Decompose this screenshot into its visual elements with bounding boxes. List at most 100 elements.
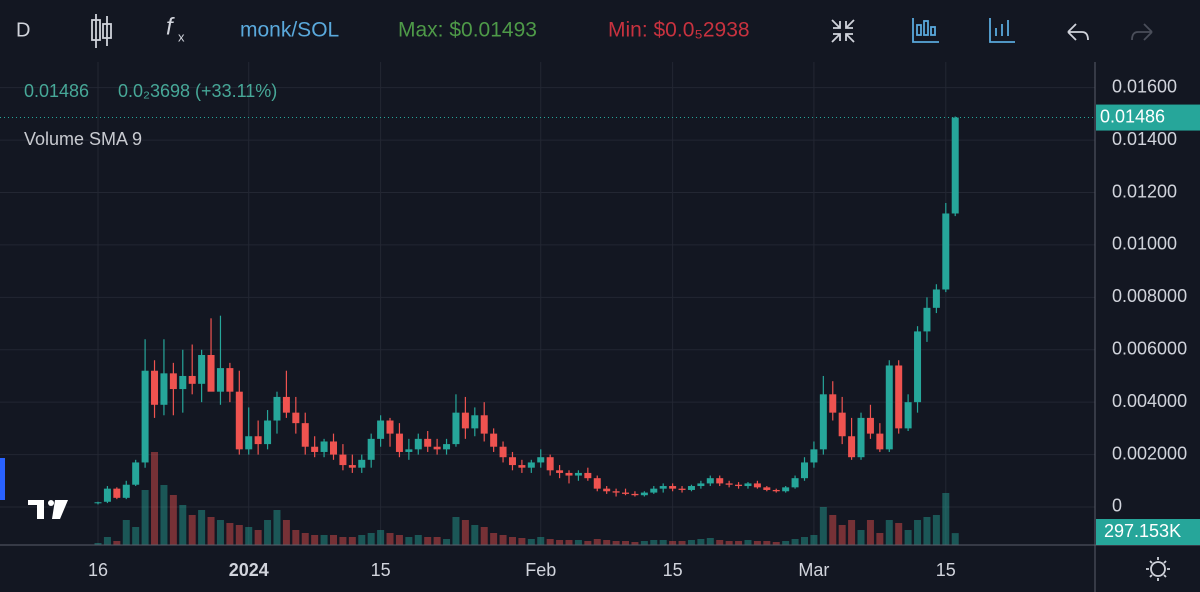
candle-body xyxy=(367,438,375,460)
volume-bar xyxy=(452,517,460,545)
x-tick-label: 15 xyxy=(936,560,956,580)
undo-icon[interactable] xyxy=(1067,23,1089,41)
volume-bar xyxy=(433,537,441,545)
x-tick-label: 15 xyxy=(371,560,391,580)
candle-body xyxy=(782,487,790,492)
candle-body xyxy=(829,394,837,413)
y-tick-label: 0.01400 xyxy=(1112,129,1177,149)
candle-body xyxy=(179,375,187,390)
candle-body xyxy=(735,484,743,487)
candle-body xyxy=(791,478,799,488)
legend-close: 0.01486 xyxy=(24,81,89,101)
volume-bar xyxy=(622,541,630,545)
candle-body xyxy=(914,331,922,403)
volume-bar xyxy=(565,540,573,545)
settings-icon[interactable] xyxy=(1146,557,1170,581)
candle-body xyxy=(904,402,912,429)
volume-bar xyxy=(546,539,554,545)
volume-bar xyxy=(951,533,959,545)
candle-body xyxy=(951,117,959,214)
volume-bar xyxy=(348,537,356,545)
volume-bar xyxy=(330,535,337,545)
volume-bar xyxy=(377,530,385,545)
volume-bar xyxy=(772,542,780,545)
candle-body xyxy=(141,370,149,463)
volume-bar xyxy=(518,538,526,545)
volume-bar xyxy=(819,507,827,545)
volume-bar xyxy=(264,520,272,545)
candle-body xyxy=(169,373,177,390)
fundamentals-icon[interactable] xyxy=(989,18,1015,43)
candle-body xyxy=(348,465,356,468)
candle-body xyxy=(546,457,554,471)
candle-body xyxy=(395,433,403,452)
volume-bar xyxy=(829,515,837,545)
candle-body xyxy=(113,488,121,498)
volume-bar xyxy=(612,541,620,545)
volume-bar xyxy=(603,540,611,545)
volume-bar xyxy=(574,540,582,545)
volume-bar xyxy=(132,527,140,545)
candle-body xyxy=(669,486,677,489)
candle-body xyxy=(885,365,893,450)
marks xyxy=(0,116,1095,545)
volume-bar xyxy=(716,540,724,545)
redo-icon[interactable] xyxy=(1131,23,1153,41)
indicator-icon[interactable] xyxy=(912,18,939,43)
volume-bar xyxy=(508,537,516,545)
candle-body xyxy=(330,441,337,455)
candle-icon[interactable] xyxy=(91,14,112,48)
volume-bar xyxy=(763,541,771,545)
volume-bar xyxy=(358,535,366,545)
volume-bar xyxy=(94,543,102,545)
volume-bar xyxy=(301,533,309,545)
svg-text:x: x xyxy=(178,29,185,44)
volume-bar xyxy=(527,539,535,545)
volume-bar xyxy=(103,537,111,545)
candle-body xyxy=(452,412,460,445)
candle-body xyxy=(584,472,592,479)
max-price: Max: $0.01493 xyxy=(398,19,537,42)
volume-bar xyxy=(932,515,940,545)
candle-body xyxy=(612,491,620,493)
candle-body xyxy=(386,420,394,434)
y-tick-label: 0.01200 xyxy=(1112,181,1177,201)
volume-bar xyxy=(480,527,488,545)
candle-body xyxy=(565,472,573,476)
volume-bar xyxy=(499,535,507,545)
volume-bar xyxy=(942,493,950,545)
candle-body xyxy=(282,396,290,413)
candle-body xyxy=(226,368,234,392)
volume-bar xyxy=(923,517,931,545)
volume-bar xyxy=(659,540,667,545)
volume-bar xyxy=(254,530,262,545)
volume-tag xyxy=(1096,519,1200,545)
volume-bar xyxy=(838,525,846,545)
candle-body xyxy=(593,478,601,489)
volume-bar xyxy=(386,533,394,545)
candle-body xyxy=(414,438,422,450)
volume-bar xyxy=(640,541,648,545)
volume-bar xyxy=(169,495,177,545)
candle-body xyxy=(706,478,714,484)
candle-body xyxy=(801,462,808,479)
volume-bar xyxy=(725,541,733,545)
y-tick-label: 0 xyxy=(1112,496,1122,516)
volume-bar xyxy=(292,530,300,545)
candle-body xyxy=(377,420,385,439)
interval[interactable]: D xyxy=(16,19,30,41)
volume-bar xyxy=(735,541,743,545)
candle-body xyxy=(235,391,243,450)
candle-body xyxy=(753,483,761,488)
volume-bar xyxy=(669,541,677,545)
volume-bar xyxy=(245,527,253,545)
candle-body xyxy=(716,478,724,484)
candle-body xyxy=(264,420,272,445)
compress-icon[interactable] xyxy=(831,19,855,43)
fx-icon[interactable]: f x xyxy=(166,13,185,44)
candle-body xyxy=(650,488,658,493)
candle-body xyxy=(254,436,262,445)
candle-body xyxy=(537,457,545,463)
side-handle[interactable] xyxy=(0,458,5,500)
